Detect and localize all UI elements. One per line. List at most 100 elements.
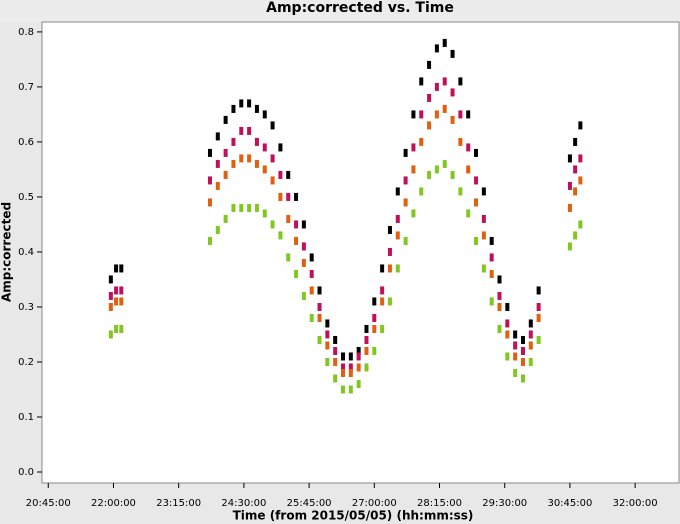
point: [567, 203, 572, 212]
point: [325, 319, 330, 328]
point: [254, 159, 259, 168]
point: [247, 154, 252, 163]
point: [434, 44, 439, 53]
point: [427, 170, 432, 179]
point: [333, 335, 338, 344]
point: [528, 319, 533, 328]
point: [325, 357, 330, 366]
point: [387, 225, 392, 234]
x-tick-label: 27:00:00: [352, 498, 397, 509]
x-tick-label: 28:15:00: [417, 498, 462, 509]
point: [481, 214, 486, 223]
point: [536, 313, 541, 322]
point: [372, 324, 377, 333]
y-tick-label: 0.6: [18, 137, 34, 148]
point: [215, 159, 220, 168]
point: [578, 176, 583, 185]
point: [513, 330, 518, 339]
point: [427, 93, 432, 102]
x-tick-label: 32:00:00: [613, 498, 658, 509]
point: [262, 209, 267, 218]
point: [356, 379, 361, 388]
point: [262, 165, 267, 174]
point: [403, 148, 408, 157]
x-tick-label: 30:45:00: [547, 498, 592, 509]
point: [573, 187, 578, 196]
point: [489, 236, 494, 245]
point: [434, 110, 439, 119]
point: [442, 38, 447, 47]
point: [578, 121, 583, 130]
point: [458, 77, 463, 86]
point: [489, 297, 494, 306]
point: [356, 352, 361, 361]
point: [427, 60, 432, 69]
point: [481, 231, 486, 240]
point: [434, 165, 439, 174]
point: [395, 187, 400, 196]
point: [434, 82, 439, 91]
point: [356, 346, 361, 355]
point: [364, 335, 369, 344]
point: [231, 159, 236, 168]
point: [536, 335, 541, 344]
point: [387, 264, 392, 273]
point: [341, 352, 346, 361]
point: [108, 302, 113, 311]
point: [309, 269, 314, 278]
point: [364, 363, 369, 372]
point: [427, 121, 432, 130]
x-tick-label: 23:15:00: [156, 498, 201, 509]
point: [395, 214, 400, 223]
point: [450, 170, 455, 179]
point: [497, 324, 502, 333]
point: [309, 286, 314, 295]
point: [254, 104, 259, 113]
point: [442, 104, 447, 113]
point: [341, 368, 346, 377]
point: [341, 363, 346, 372]
x-tick-label: 29:30:00: [482, 498, 527, 509]
point: [567, 242, 572, 251]
point: [239, 99, 244, 108]
point: [481, 187, 486, 196]
point: [333, 357, 338, 366]
point: [419, 77, 424, 86]
point: [380, 286, 385, 295]
point: [207, 236, 212, 245]
point: [325, 341, 330, 350]
point: [411, 209, 416, 218]
point: [317, 313, 322, 322]
point: [333, 374, 338, 383]
point: [270, 220, 275, 229]
point: [505, 302, 510, 311]
point: [474, 148, 479, 157]
point: [278, 192, 283, 201]
point: [364, 346, 369, 355]
point: [215, 225, 220, 234]
point: [119, 264, 124, 273]
point: [387, 247, 392, 256]
point: [372, 313, 377, 322]
x-tick-label: 25:45:00: [287, 498, 332, 509]
point: [489, 253, 494, 262]
point: [119, 324, 124, 333]
point: [497, 275, 502, 284]
point: [114, 286, 119, 295]
x-axis-title: Time (from 2015/05/05) (hh:mm:ss): [233, 509, 474, 523]
point: [207, 148, 212, 157]
point: [223, 214, 228, 223]
point: [380, 324, 385, 333]
point: [489, 269, 494, 278]
point: [573, 231, 578, 240]
point: [567, 154, 572, 163]
point: [450, 88, 455, 97]
point: [466, 165, 471, 174]
point: [325, 330, 330, 339]
point: [286, 192, 291, 201]
point: [239, 126, 244, 135]
point: [411, 143, 416, 152]
point: [294, 236, 299, 245]
point: [348, 363, 353, 372]
point: [474, 198, 479, 207]
